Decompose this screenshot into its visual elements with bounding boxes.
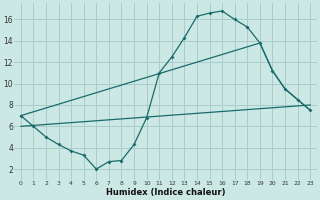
X-axis label: Humidex (Indice chaleur): Humidex (Indice chaleur) <box>106 188 225 197</box>
